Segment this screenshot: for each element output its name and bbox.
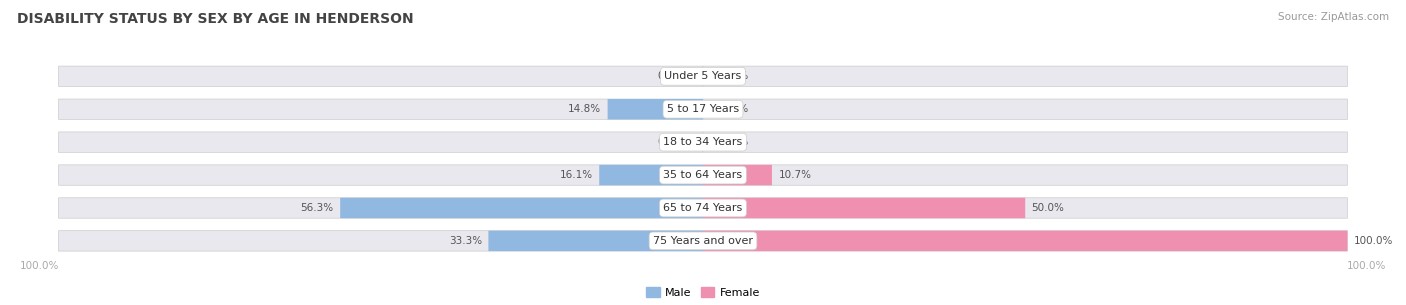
FancyBboxPatch shape <box>340 198 703 218</box>
Text: 14.8%: 14.8% <box>568 104 602 114</box>
FancyBboxPatch shape <box>703 198 1347 218</box>
Text: 16.1%: 16.1% <box>560 170 593 180</box>
Text: 75 Years and over: 75 Years and over <box>652 236 754 246</box>
Text: 100.0%: 100.0% <box>20 261 59 271</box>
Text: 10.7%: 10.7% <box>779 170 811 180</box>
FancyBboxPatch shape <box>703 231 1347 251</box>
FancyBboxPatch shape <box>59 165 703 185</box>
Text: 0.0%: 0.0% <box>658 71 683 81</box>
Text: 0.0%: 0.0% <box>723 71 748 81</box>
FancyBboxPatch shape <box>59 198 703 218</box>
FancyBboxPatch shape <box>703 99 1347 120</box>
FancyBboxPatch shape <box>59 231 703 251</box>
FancyBboxPatch shape <box>607 99 703 120</box>
FancyBboxPatch shape <box>703 165 772 185</box>
FancyBboxPatch shape <box>703 132 1347 152</box>
FancyBboxPatch shape <box>703 198 1025 218</box>
FancyBboxPatch shape <box>59 99 703 120</box>
FancyBboxPatch shape <box>599 165 703 185</box>
Text: 33.3%: 33.3% <box>449 236 482 246</box>
Text: 100.0%: 100.0% <box>1354 236 1393 246</box>
FancyBboxPatch shape <box>703 66 1347 87</box>
Text: 35 to 64 Years: 35 to 64 Years <box>664 170 742 180</box>
Text: 0.0%: 0.0% <box>658 137 683 147</box>
Text: 56.3%: 56.3% <box>301 203 333 213</box>
Text: 100.0%: 100.0% <box>1347 261 1386 271</box>
Legend: Male, Female: Male, Female <box>641 283 765 302</box>
Text: Under 5 Years: Under 5 Years <box>665 71 741 81</box>
FancyBboxPatch shape <box>59 66 703 87</box>
FancyBboxPatch shape <box>703 231 1347 251</box>
FancyBboxPatch shape <box>488 231 703 251</box>
Text: 0.0%: 0.0% <box>723 137 748 147</box>
Text: 5 to 17 Years: 5 to 17 Years <box>666 104 740 114</box>
Text: Source: ZipAtlas.com: Source: ZipAtlas.com <box>1278 12 1389 22</box>
Text: DISABILITY STATUS BY SEX BY AGE IN HENDERSON: DISABILITY STATUS BY SEX BY AGE IN HENDE… <box>17 12 413 26</box>
Text: 0.0%: 0.0% <box>723 104 748 114</box>
Text: 50.0%: 50.0% <box>1032 203 1064 213</box>
Text: 18 to 34 Years: 18 to 34 Years <box>664 137 742 147</box>
Text: 65 to 74 Years: 65 to 74 Years <box>664 203 742 213</box>
FancyBboxPatch shape <box>59 132 703 152</box>
FancyBboxPatch shape <box>703 165 1347 185</box>
